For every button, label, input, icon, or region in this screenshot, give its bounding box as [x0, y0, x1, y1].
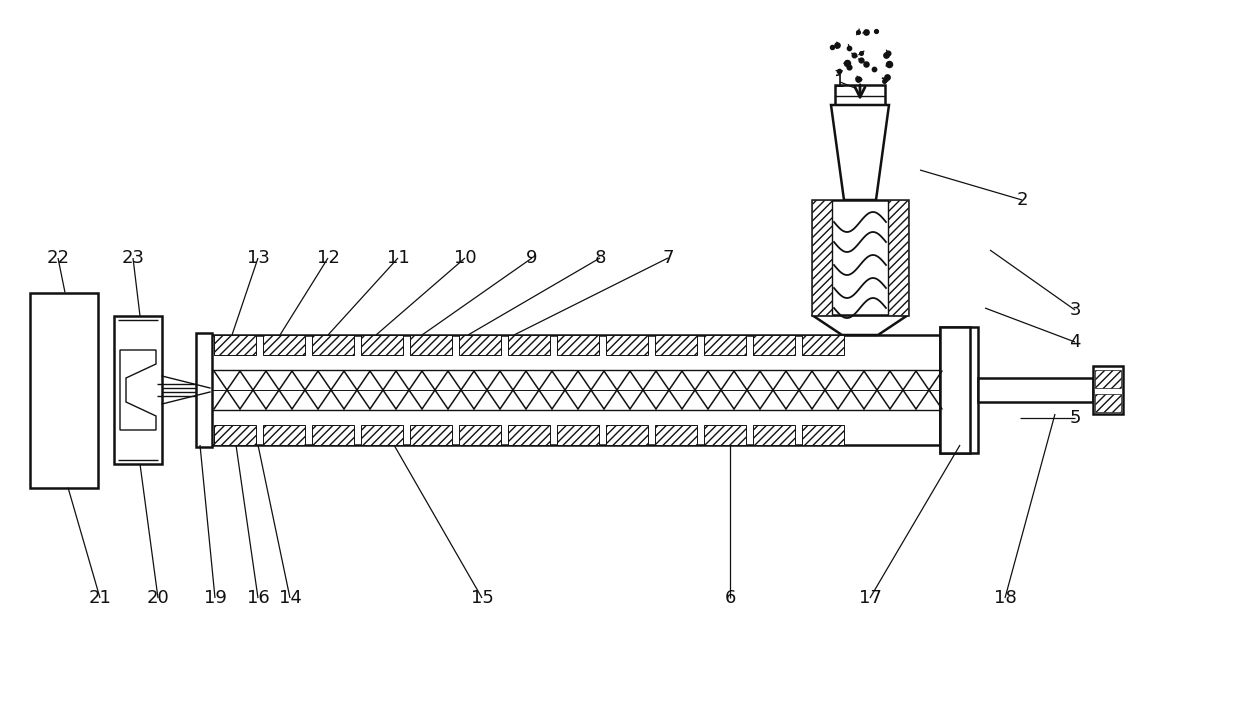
- Polygon shape: [120, 350, 156, 430]
- Bar: [704, 425, 746, 445]
- Text: 12: 12: [316, 249, 340, 267]
- Bar: [361, 425, 403, 445]
- Bar: [312, 425, 353, 445]
- Bar: [802, 335, 844, 355]
- Bar: [263, 335, 305, 355]
- Bar: [802, 425, 844, 445]
- Text: 15: 15: [470, 589, 494, 607]
- Text: 2: 2: [1017, 191, 1028, 209]
- Text: 21: 21: [88, 589, 112, 607]
- Bar: [410, 425, 453, 445]
- Bar: [812, 200, 908, 315]
- Bar: [1095, 370, 1121, 388]
- Bar: [978, 378, 1092, 402]
- Bar: [508, 425, 551, 445]
- Text: 1: 1: [835, 73, 846, 91]
- Bar: [888, 200, 908, 315]
- Bar: [753, 425, 795, 445]
- Text: 17: 17: [858, 589, 882, 607]
- Bar: [655, 425, 697, 445]
- Text: 19: 19: [203, 589, 227, 607]
- Bar: [410, 335, 453, 355]
- Bar: [606, 335, 649, 355]
- Bar: [196, 333, 212, 447]
- Bar: [215, 425, 255, 445]
- Bar: [1095, 394, 1121, 412]
- Text: 16: 16: [247, 589, 269, 607]
- Text: 3: 3: [1069, 301, 1081, 319]
- Bar: [704, 335, 746, 355]
- Bar: [210, 335, 940, 445]
- Bar: [459, 425, 501, 445]
- Polygon shape: [812, 315, 908, 335]
- Bar: [215, 335, 255, 355]
- Bar: [508, 335, 551, 355]
- Text: 18: 18: [993, 589, 1017, 607]
- Text: 20: 20: [146, 589, 170, 607]
- Bar: [812, 200, 832, 315]
- Bar: [655, 335, 697, 355]
- Bar: [557, 335, 599, 355]
- Bar: [557, 425, 599, 445]
- Bar: [263, 425, 305, 445]
- Bar: [940, 327, 978, 453]
- Text: 4: 4: [1069, 333, 1081, 351]
- Bar: [753, 335, 795, 355]
- Text: 8: 8: [594, 249, 605, 267]
- Bar: [1092, 366, 1123, 414]
- Text: 22: 22: [47, 249, 69, 267]
- Text: 7: 7: [662, 249, 673, 267]
- Text: 13: 13: [247, 249, 269, 267]
- Bar: [606, 425, 649, 445]
- Text: 23: 23: [122, 249, 145, 267]
- Text: 11: 11: [387, 249, 409, 267]
- Bar: [940, 327, 970, 453]
- Bar: [459, 335, 501, 355]
- Text: 6: 6: [724, 589, 735, 607]
- Text: 14: 14: [279, 589, 301, 607]
- Bar: [361, 335, 403, 355]
- Text: 5: 5: [1069, 409, 1081, 427]
- Text: 9: 9: [526, 249, 538, 267]
- Bar: [835, 85, 885, 105]
- Text: 10: 10: [454, 249, 476, 267]
- Bar: [30, 293, 98, 487]
- Bar: [312, 335, 353, 355]
- Bar: [114, 316, 162, 464]
- Polygon shape: [831, 105, 889, 200]
